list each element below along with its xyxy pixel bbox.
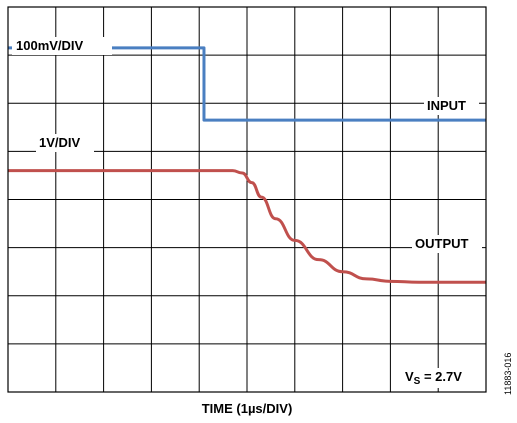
supply-label-bg [402, 368, 480, 388]
input-scale-label: 100mV/DIV [16, 38, 84, 53]
grid [8, 7, 486, 392]
figure-id: 11883-016 [503, 353, 513, 395]
output-trace [8, 169, 486, 284]
x-axis-label: TIME (1µs/DIV) [202, 401, 293, 416]
output-label-bg [412, 235, 482, 253]
input-scale-label-bg [12, 37, 112, 55]
input-label-bg [424, 97, 479, 115]
supply-voltage-label: VS = 2.7V [405, 369, 462, 387]
output-scale-label-bg [36, 134, 94, 152]
plot-frame [7, 6, 487, 393]
input-trace [8, 46, 486, 122]
output-series-label: OUTPUT [415, 236, 469, 251]
traces [8, 46, 486, 284]
output-scale-label: 1V/DIV [39, 135, 81, 150]
input-series-label: INPUT [427, 98, 466, 113]
